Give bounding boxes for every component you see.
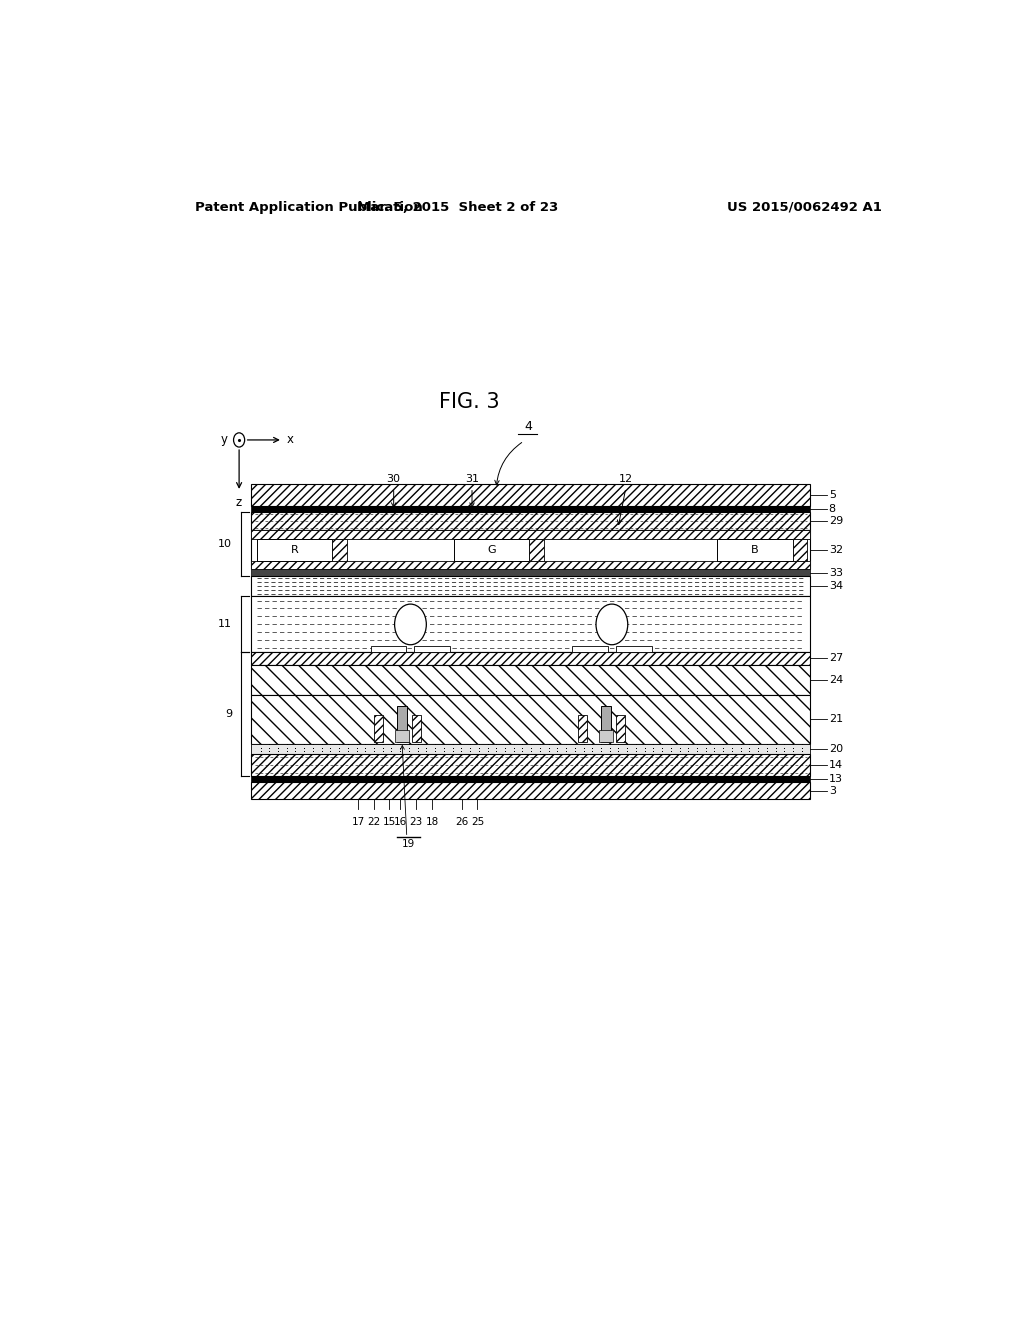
Bar [251,597,810,652]
Bar [257,539,333,561]
Text: 16: 16 [394,817,408,828]
Bar [251,652,810,664]
Text: 25: 25 [471,817,484,828]
Bar [454,539,529,561]
Bar [251,561,810,569]
Bar [251,531,810,569]
Bar [251,776,810,783]
Text: 32: 32 [828,545,843,554]
Text: 11: 11 [218,619,232,630]
Text: x: x [287,433,294,446]
Bar [251,783,810,799]
Text: 17: 17 [352,817,365,828]
Text: y: y [220,433,227,446]
Bar [251,531,810,539]
Text: US 2015/0062492 A1: US 2015/0062492 A1 [727,201,882,214]
Text: 31: 31 [465,474,479,483]
Bar [251,483,810,506]
Bar [251,512,810,531]
Text: 3: 3 [828,785,836,796]
Bar [251,506,810,512]
Circle shape [394,605,426,644]
Text: 5: 5 [828,490,836,500]
Text: 19: 19 [401,840,415,849]
Bar [793,539,807,561]
Bar [395,730,410,742]
Bar [251,696,810,744]
Text: 13: 13 [828,775,843,784]
Bar [529,539,544,561]
Bar [251,744,810,754]
Text: 29: 29 [828,516,843,527]
Bar [374,714,383,742]
Text: z: z [236,496,243,508]
Text: 21: 21 [828,714,843,725]
Text: 15: 15 [383,817,396,828]
Bar [572,647,608,652]
Text: 14: 14 [828,760,843,770]
Text: 20: 20 [828,744,843,754]
Bar [615,714,626,742]
Text: 24: 24 [828,675,843,685]
Bar [599,730,613,742]
Text: 23: 23 [410,817,423,828]
Text: 4: 4 [524,420,531,433]
Text: 18: 18 [426,817,439,828]
Circle shape [596,605,628,644]
Text: 9: 9 [225,709,232,719]
Text: 27: 27 [828,653,843,664]
Text: 34: 34 [828,581,843,591]
Bar [371,647,407,652]
Bar [397,706,408,742]
Text: 26: 26 [455,817,468,828]
Text: 10: 10 [218,539,232,549]
Bar [251,569,810,576]
Bar [251,576,810,597]
Bar [415,647,451,652]
Bar [717,539,793,561]
Bar [333,539,347,561]
Text: Mar. 5, 2015  Sheet 2 of 23: Mar. 5, 2015 Sheet 2 of 23 [356,201,558,214]
Text: 33: 33 [828,568,843,578]
Bar [578,714,587,742]
Text: 30: 30 [387,474,400,483]
Bar [251,664,810,696]
Bar [412,714,421,742]
Text: FIG. 3: FIG. 3 [439,392,500,412]
Text: Patent Application Publication: Patent Application Publication [196,201,423,214]
Bar [615,647,651,652]
Circle shape [233,433,245,447]
Bar [601,706,611,742]
Text: 22: 22 [367,817,380,828]
Text: 8: 8 [828,504,836,513]
Text: 12: 12 [618,474,633,483]
Text: G: G [487,545,496,554]
Bar [251,754,810,776]
Text: R: R [291,545,299,554]
Text: B: B [752,545,759,554]
